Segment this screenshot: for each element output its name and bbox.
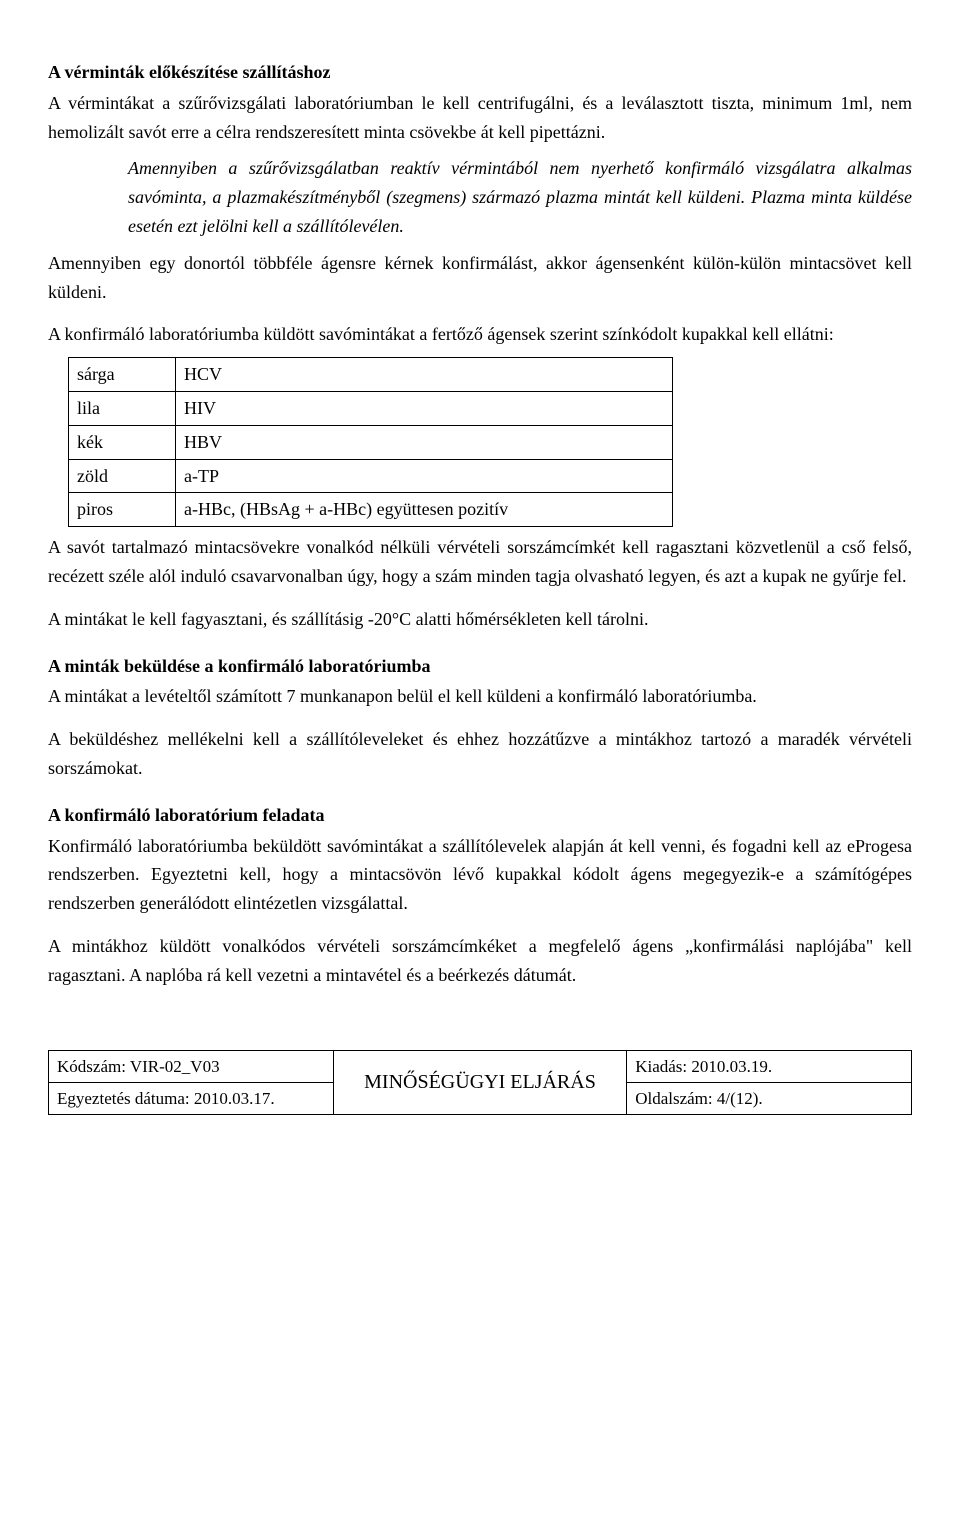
paragraph-10: A mintákhoz küldött vonalkódos vérvételi…: [48, 932, 912, 990]
table-row: kék HBV: [69, 425, 673, 459]
table-row: piros a-HBc, (HBsAg + a-HBc) együttesen …: [69, 493, 673, 527]
agent-cell: a-TP: [176, 459, 673, 493]
paragraph-1: A vérmintákat a szűrővizsgálati laborató…: [48, 89, 912, 147]
paragraph-3: Amennyiben egy donortól többféle ágensre…: [48, 249, 912, 307]
paragraph-4: A konfirmáló laboratóriumba küldött savó…: [48, 320, 912, 349]
agent-cell: HBV: [176, 425, 673, 459]
heading-sample-prep: A vérminták előkészítése szállításhoz: [48, 58, 912, 87]
footer-issue: Kiadás: 2010.03.19.: [627, 1050, 912, 1082]
footer-code: Kódszám: VIR-02_V03: [49, 1050, 334, 1082]
color-cell: sárga: [69, 358, 176, 392]
paragraph-5: A savót tartalmazó mintacsövekre vonalkó…: [48, 533, 912, 591]
paragraph-8: A beküldéshez mellékelni kell a szállító…: [48, 725, 912, 783]
paragraph-italic-note: Amennyiben a szűrővizsgálatban reaktív v…: [128, 154, 912, 240]
agent-cell: HCV: [176, 358, 673, 392]
paragraph-7: A mintákat a levételtől számított 7 munk…: [48, 682, 912, 711]
heading-submit: A minták beküldése a konfirmáló laborató…: [48, 652, 912, 681]
color-cell: lila: [69, 391, 176, 425]
table-row: lila HIV: [69, 391, 673, 425]
footer-table: Kódszám: VIR-02_V03 MINŐSÉGÜGYI ELJÁRÁS …: [48, 1050, 912, 1115]
color-cell: zöld: [69, 459, 176, 493]
footer-page: Oldalszám: 4/(12).: [627, 1082, 912, 1114]
heading-lab-task: A konfirmáló laboratórium feladata: [48, 801, 912, 830]
paragraph-6: A mintákat le kell fagyasztani, és száll…: [48, 605, 912, 634]
footer-center-title: MINŐSÉGÜGYI ELJÁRÁS: [333, 1050, 626, 1114]
table-row: zöld a-TP: [69, 459, 673, 493]
paragraph-9: Konfirmáló laboratóriumba beküldött savó…: [48, 832, 912, 918]
table-row: sárga HCV: [69, 358, 673, 392]
color-code-table: sárga HCV lila HIV kék HBV zöld a-TP pir…: [68, 357, 673, 527]
agent-cell: HIV: [176, 391, 673, 425]
footer-agree-date: Egyeztetés dátuma: 2010.03.17.: [49, 1082, 334, 1114]
color-cell: piros: [69, 493, 176, 527]
color-cell: kék: [69, 425, 176, 459]
agent-cell: a-HBc, (HBsAg + a-HBc) együttesen pozití…: [176, 493, 673, 527]
